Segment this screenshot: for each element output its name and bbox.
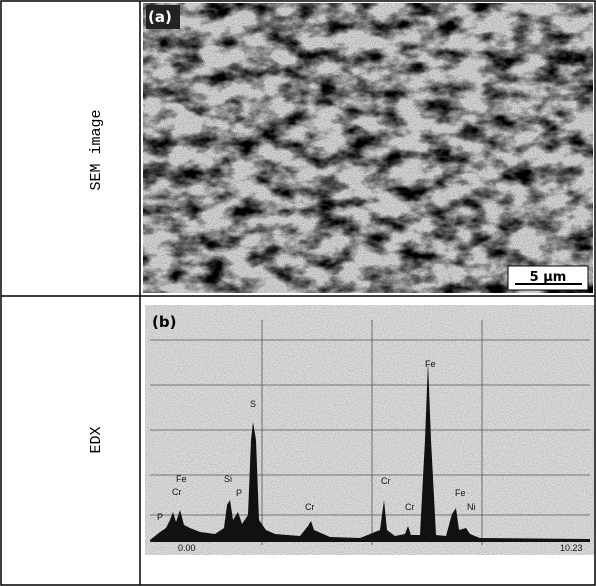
peak-label: P bbox=[236, 488, 242, 498]
peak-label: Cr bbox=[405, 502, 415, 512]
axis-end-label: 10.23 bbox=[560, 543, 583, 553]
row-label: EDX bbox=[88, 426, 105, 453]
scale-bar-label: 5 μm bbox=[530, 270, 567, 285]
sem-image: (a) 5 μm bbox=[143, 3, 593, 293]
peak-label: Fe bbox=[455, 488, 466, 498]
peak-label: Cr bbox=[305, 502, 315, 512]
peak-label: Cr bbox=[172, 487, 182, 497]
row-label: SEM image bbox=[88, 109, 105, 190]
peak-label: Si bbox=[224, 474, 232, 484]
peak-label: Fe bbox=[176, 474, 187, 484]
axis-start-label: 0.00 bbox=[178, 543, 196, 553]
peak-label: Cr bbox=[381, 476, 391, 486]
panel-label: (b) bbox=[152, 313, 176, 331]
peak-label: S bbox=[250, 399, 256, 409]
panel-label: (a) bbox=[148, 8, 172, 26]
peak-label: Ni bbox=[467, 502, 476, 512]
peak-label: P bbox=[157, 512, 163, 522]
peak-label: Fe bbox=[425, 359, 436, 369]
edx-spectrum: (b) Fe Cr P Si P S Cr Cr Cr Fe Fe Ni 0.0… bbox=[145, 305, 594, 555]
